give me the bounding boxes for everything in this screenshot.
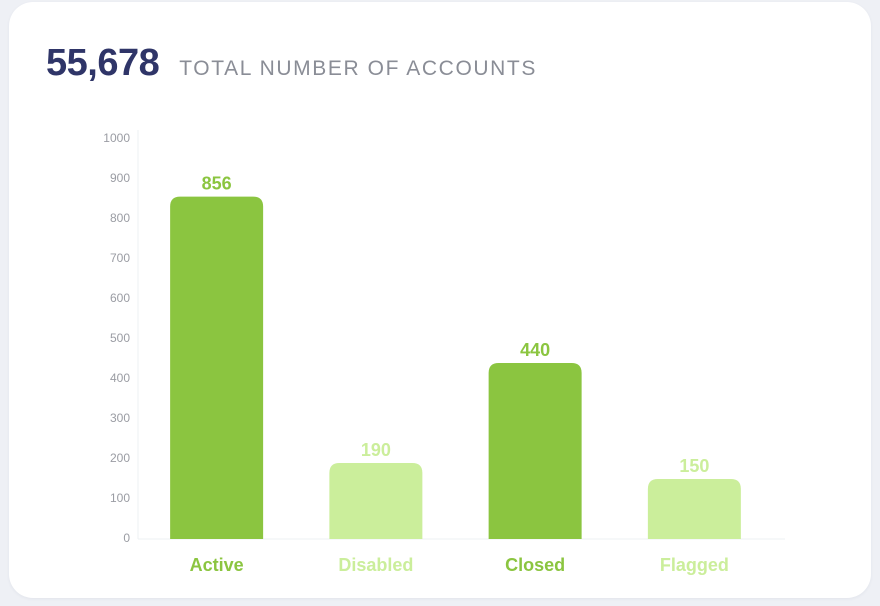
value-label-active: 856 [202,174,232,194]
total-accounts-label: TOTAL NUMBER OF ACCOUNTS [179,57,537,80]
category-label-disabled: Disabled [338,555,413,575]
y-tick-label: 1000 [103,131,130,145]
category-label-active: Active [190,555,244,575]
y-tick-label: 500 [110,331,130,345]
y-tick-label: 600 [110,291,130,305]
bar-flagged[interactable] [647,479,741,539]
y-tick-label: 400 [110,371,130,385]
accounts-card: 55,678 TOTAL NUMBER OF ACCOUNTS [9,2,871,598]
y-tick-label: 900 [110,171,130,185]
category-label-flagged: Flagged [660,555,729,575]
bar-active[interactable] [170,196,264,539]
value-label-closed: 440 [520,340,550,360]
category-label-closed: Closed [505,555,565,575]
bar-disabled[interactable] [329,463,423,539]
y-tick-label: 100 [110,491,130,505]
y-tick-label: 800 [110,211,130,225]
y-tick-label: 700 [110,251,130,265]
total-accounts-value: 55,678 [46,42,160,84]
accounts-summary: 55,678 TOTAL NUMBER OF ACCOUNTS [46,42,537,92]
y-tick-label: 300 [110,411,130,425]
bar-closed[interactable] [488,363,582,539]
value-label-disabled: 190 [361,440,391,460]
value-label-flagged: 150 [679,456,709,476]
y-tick-label: 0 [123,531,130,545]
y-tick-label: 200 [110,451,130,465]
